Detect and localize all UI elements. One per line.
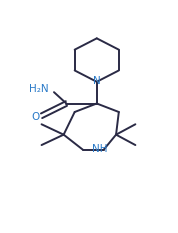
Text: N: N [93,76,101,86]
Text: H₂N: H₂N [29,84,48,94]
Text: NH: NH [92,144,107,154]
Text: O: O [31,112,40,122]
